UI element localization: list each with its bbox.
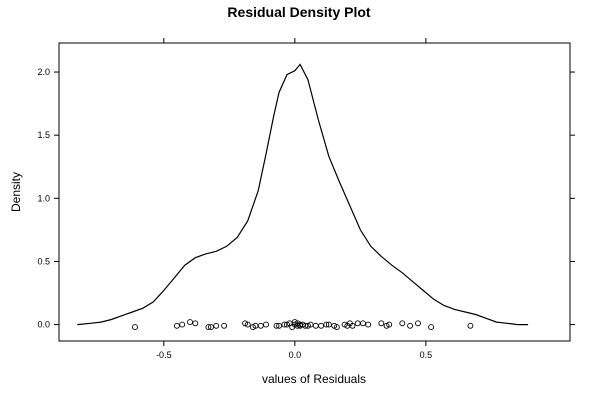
rug-point <box>208 324 214 331</box>
y-tick-label: 0.0 <box>37 320 50 330</box>
rug-point <box>428 324 435 331</box>
rug-point <box>213 322 220 329</box>
rug-point <box>297 321 304 328</box>
x-tick-label: 0.0 <box>289 350 302 360</box>
rug-point <box>386 321 393 328</box>
rug-point <box>467 322 474 329</box>
rug-point <box>349 322 356 329</box>
rug-points <box>132 319 474 331</box>
rug-point <box>276 322 283 329</box>
chart-title: Residual Density Plot <box>227 4 370 20</box>
rug-point <box>173 322 180 329</box>
rug-point <box>407 322 414 329</box>
rug-point <box>192 320 199 327</box>
rug-point <box>399 320 406 327</box>
y-axis-label: Density <box>9 172 23 212</box>
rug-point <box>179 321 186 328</box>
rug-point <box>341 321 348 328</box>
y-tick-label: 0.5 <box>37 256 50 266</box>
rug-point <box>221 322 228 329</box>
axis-tick-labels: -0.5 0.0 0.5 0.0 0.5 1.0 1.5 2.0 <box>37 67 432 360</box>
y-tick-label: 1.0 <box>37 193 50 203</box>
rug-point <box>281 321 288 328</box>
rug-point <box>263 321 269 328</box>
rug-point <box>325 321 332 328</box>
rug-point <box>205 324 212 331</box>
rug-point <box>378 320 385 327</box>
y-tick-label: 2.0 <box>37 67 50 77</box>
rug-point <box>415 320 421 327</box>
rug-point <box>291 319 298 326</box>
rug-point <box>132 324 138 331</box>
x-tick-label: 0.5 <box>420 350 433 360</box>
rug-point <box>360 320 366 327</box>
rug-point <box>302 322 309 329</box>
rug-point <box>312 322 319 329</box>
rug-point <box>257 322 264 329</box>
rug-point <box>318 322 325 329</box>
density-line <box>77 63 529 326</box>
rug-point <box>333 324 340 331</box>
axis-ticks <box>54 38 575 346</box>
x-tick-label: -0.5 <box>156 350 172 360</box>
rug-point <box>304 322 311 329</box>
rug-point <box>273 322 280 329</box>
rug-point <box>323 321 330 328</box>
plot-frame <box>58 42 571 342</box>
rug-point <box>244 321 251 328</box>
rug-point <box>365 321 372 328</box>
rug-point <box>187 319 193 326</box>
y-tick-label: 1.5 <box>37 130 50 140</box>
rug-point <box>354 320 361 327</box>
rug-point <box>307 321 314 328</box>
x-axis-label: values of Residuals <box>262 372 366 386</box>
